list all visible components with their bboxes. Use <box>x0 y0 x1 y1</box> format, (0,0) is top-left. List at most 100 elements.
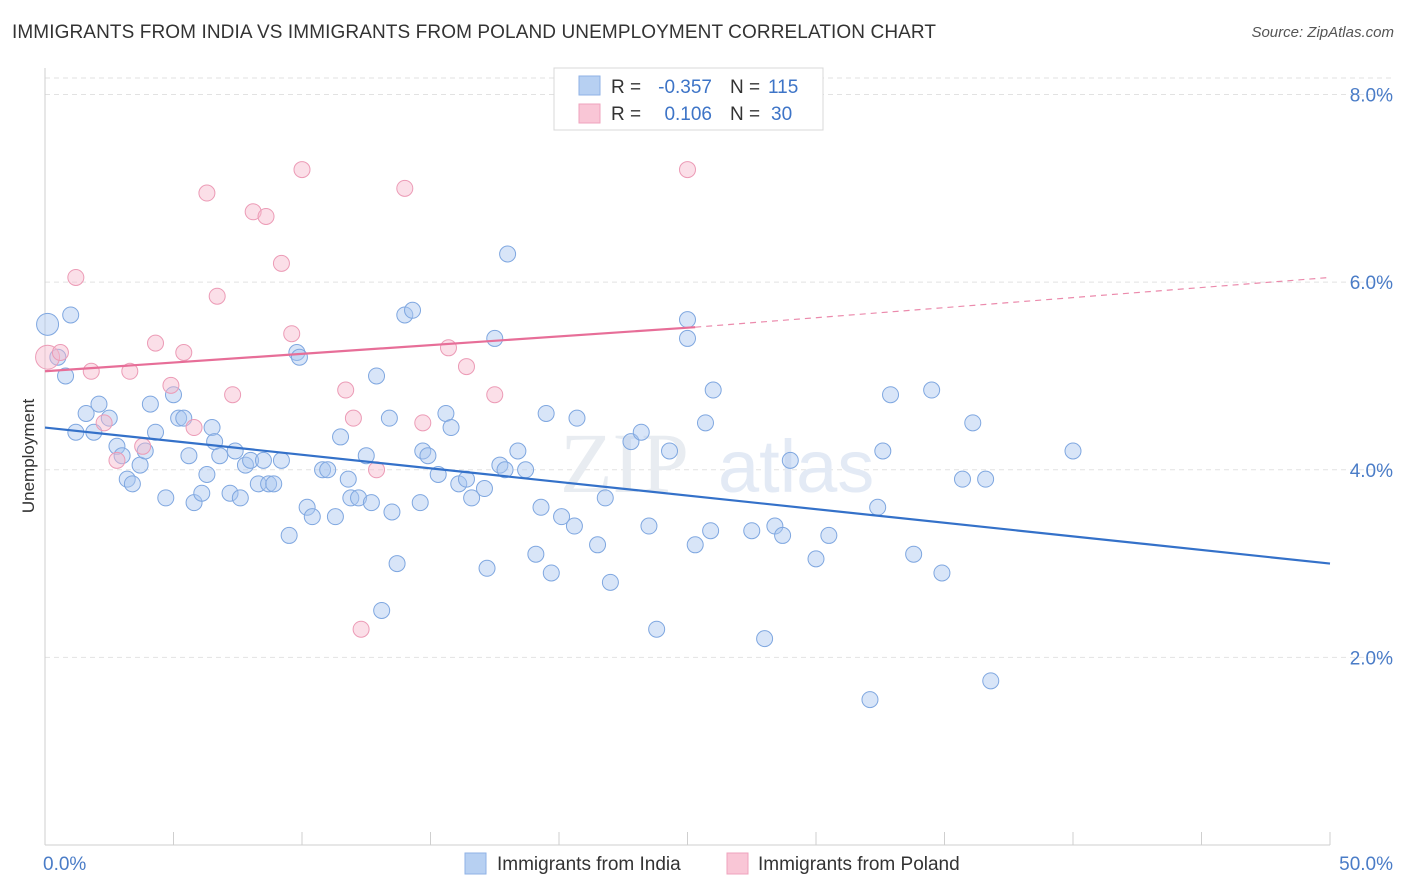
point-india <box>1064 442 1082 460</box>
legend-r-value-poland: 0.106 <box>664 104 712 125</box>
point-poland <box>352 620 370 638</box>
trend-line-poland-extrapolated <box>695 276 1331 328</box>
point-india <box>62 306 80 324</box>
point-poland <box>244 203 262 221</box>
legend-n-value-poland: 30 <box>771 104 792 125</box>
point-india <box>953 470 971 488</box>
point-india <box>36 312 60 336</box>
point-india <box>211 447 229 465</box>
point-poland <box>439 339 457 357</box>
point-india <box>869 498 887 516</box>
point-poland <box>283 325 301 343</box>
point-india <box>463 489 481 507</box>
point-india <box>589 536 607 554</box>
point-india <box>982 672 1000 690</box>
point-india <box>679 311 696 329</box>
point-india <box>704 381 722 399</box>
series-legend-label-india: Immigrants from India <box>497 854 681 875</box>
point-india <box>319 461 337 479</box>
point-india <box>249 475 267 493</box>
point-india <box>414 442 432 460</box>
point-india <box>118 470 136 488</box>
point-poland <box>344 409 362 427</box>
point-india <box>113 447 131 465</box>
point-poland <box>457 358 475 376</box>
point-india <box>373 601 391 619</box>
point-india <box>157 489 175 507</box>
x-tick-label-min: 0.0% <box>43 854 86 875</box>
point-india <box>679 329 696 347</box>
point-india <box>404 301 422 319</box>
point-india <box>368 367 386 385</box>
series-legend: Immigrants from India Immigrants from Po… <box>464 852 960 875</box>
point-poland <box>108 451 126 469</box>
point-india <box>542 564 560 582</box>
legend-n-value-india: 115 <box>768 77 798 98</box>
point-poland <box>257 207 275 225</box>
point-india <box>509 442 527 460</box>
point-india <box>226 442 244 460</box>
point-poland <box>272 254 290 272</box>
point-india <box>601 573 619 591</box>
point-india <box>326 508 344 526</box>
point-india <box>383 503 401 521</box>
point-india <box>874 442 892 460</box>
point-india <box>288 344 306 361</box>
point-india <box>964 414 982 432</box>
point-india <box>661 442 679 460</box>
legend-swatch-india <box>578 75 601 96</box>
point-india <box>648 620 666 638</box>
watermark-zip: ZIP <box>560 415 689 511</box>
point-india <box>774 526 792 544</box>
point-india <box>380 409 398 427</box>
chart-source: Source: ZipAtlas.com <box>1251 24 1394 41</box>
legend-r-value-india: -0.357 <box>658 77 712 98</box>
y-tick-labels: 2.0% 4.0% 6.0% 8.0% <box>1350 86 1393 670</box>
legend-swatch-poland <box>578 103 601 124</box>
point-poland <box>95 414 113 432</box>
point-india <box>532 498 550 516</box>
point-india <box>743 522 761 540</box>
point-india <box>553 508 571 526</box>
point-india <box>807 550 825 568</box>
point-india <box>170 409 188 427</box>
grid-lines <box>45 77 1392 658</box>
point-poland <box>198 184 216 202</box>
point-india <box>280 526 298 544</box>
point-india <box>820 526 838 544</box>
watermark: ZIP atlas <box>560 415 874 511</box>
point-india <box>861 691 879 709</box>
trend-line-poland <box>44 326 696 373</box>
point-india <box>491 456 509 474</box>
point-india <box>108 437 126 455</box>
point-india <box>537 404 555 422</box>
point-india <box>411 494 429 512</box>
point-india <box>231 489 249 507</box>
point-india <box>357 447 375 465</box>
trend-line-india <box>44 426 1331 565</box>
point-poland <box>185 419 203 437</box>
point-india <box>565 517 583 535</box>
point-india <box>419 447 437 465</box>
point-india <box>242 451 260 469</box>
point-india <box>298 498 316 516</box>
y-tick-label: 2.0% <box>1350 648 1393 669</box>
point-poland <box>293 161 311 179</box>
point-india <box>236 456 254 474</box>
point-india <box>977 470 995 488</box>
point-india <box>596 489 614 507</box>
point-india <box>499 245 517 263</box>
legend-r-label-poland: R = <box>611 104 641 125</box>
point-poland <box>35 344 61 370</box>
point-poland <box>175 344 193 361</box>
point-poland <box>337 381 355 399</box>
point-india <box>756 630 774 648</box>
point-poland <box>51 344 69 361</box>
point-india <box>781 451 799 469</box>
x-tick-labels: 0.0% 50.0% <box>43 854 1393 875</box>
point-india <box>49 348 67 366</box>
series-legend-swatch-india <box>464 852 487 875</box>
point-india <box>180 447 198 465</box>
point-india <box>568 409 586 427</box>
point-india <box>339 470 357 488</box>
